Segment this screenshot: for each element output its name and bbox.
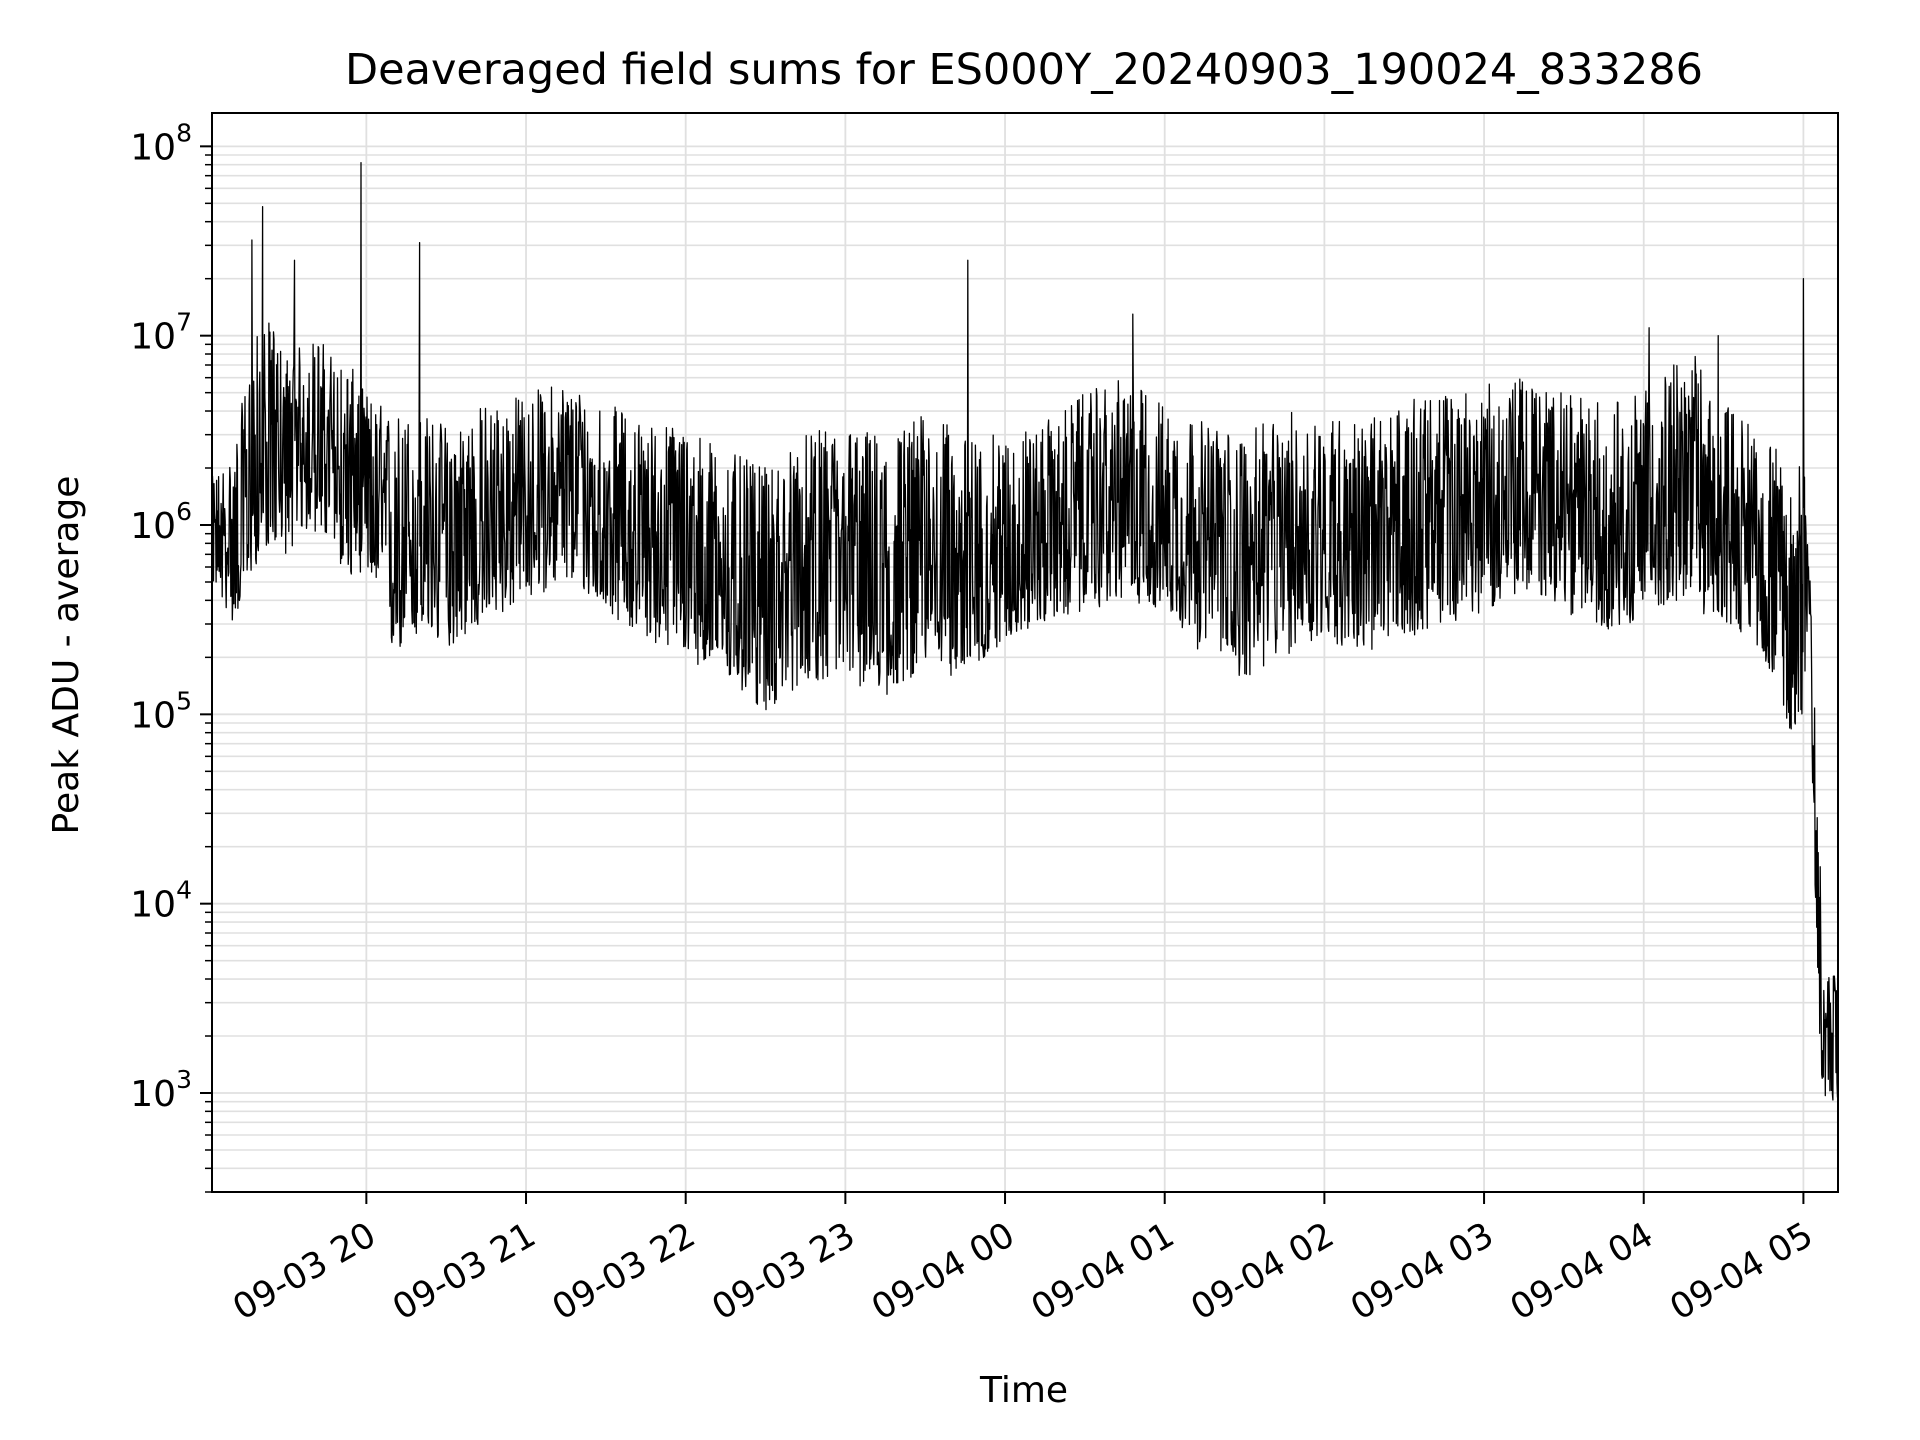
y-tick-label: 105	[130, 686, 192, 736]
x-axis-label: Time	[979, 1370, 1068, 1411]
y-tick-base: 10	[130, 127, 176, 168]
y-tick-label: 104	[130, 876, 192, 926]
y-tick-base: 10	[130, 1074, 176, 1115]
series-area	[211, 162, 1839, 1101]
y-tick-base: 10	[130, 317, 176, 358]
y-tick-label: 108	[130, 118, 192, 168]
y-tick-label: 103	[130, 1065, 192, 1115]
y-tick-exponent: 5	[176, 686, 192, 715]
y-tick-base: 10	[130, 695, 176, 736]
y-tick-exponent: 3	[176, 1065, 192, 1094]
y-tick-base: 10	[130, 506, 176, 547]
y-tick-exponent: 7	[176, 308, 192, 337]
plot-frame	[211, 112, 1839, 1193]
y-tick-exponent: 6	[176, 497, 192, 526]
y-tick-base: 10	[130, 885, 176, 926]
y-axis-label: Peak ADU - average	[46, 476, 87, 835]
y-tick-label: 106	[130, 497, 192, 547]
chart-title: Deaveraged field sums for ES000Y_2024090…	[345, 45, 1703, 95]
y-tick-exponent: 8	[176, 118, 192, 147]
y-tick-label: 107	[130, 308, 192, 358]
y-tick-exponent: 4	[176, 876, 192, 905]
series-line	[211, 162, 1839, 1101]
